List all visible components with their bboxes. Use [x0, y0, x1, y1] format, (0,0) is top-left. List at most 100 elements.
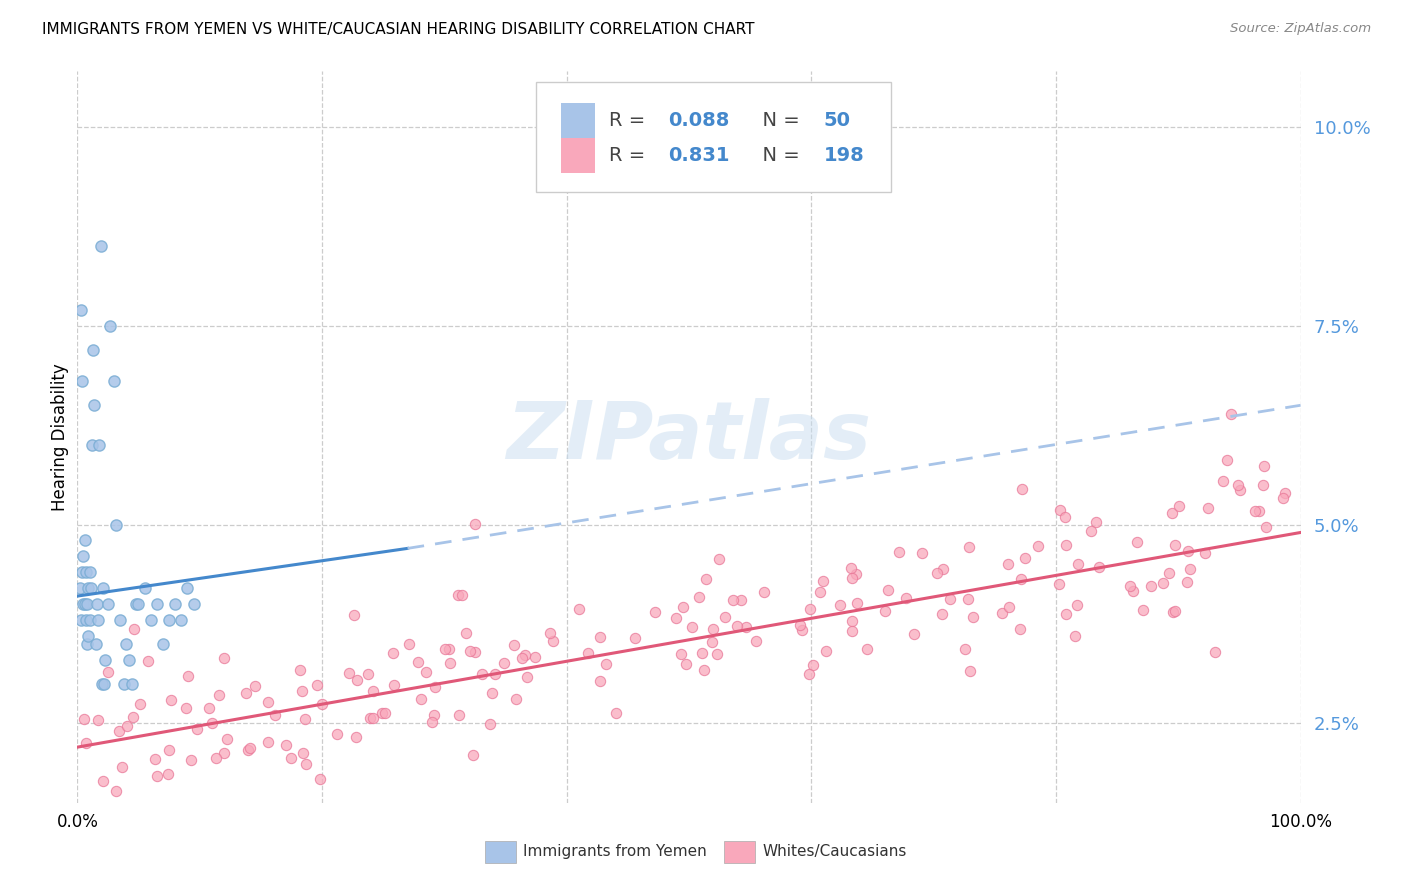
Point [1088, 560, 1111, 574]
Point [174, 700, 197, 714]
Point [1066, 598, 1088, 612]
Point [83, 398, 105, 412]
Point [735, 620, 758, 634]
Point [450, 588, 472, 602]
Text: 0.831: 0.831 [668, 146, 730, 165]
Point [1197, 501, 1219, 516]
Point [1049, 502, 1071, 516]
Point [236, 742, 259, 756]
Text: 50: 50 [824, 111, 851, 130]
Point [434, 641, 457, 656]
Text: Source: ZipAtlas.com: Source: ZipAtlas.com [1230, 22, 1371, 36]
Point [409, 692, 432, 706]
Point [374, 706, 396, 720]
Point [89, 438, 111, 452]
Point [810, 585, 832, 599]
Point [1219, 407, 1241, 421]
Point [730, 593, 752, 607]
Point [86, 597, 108, 611]
Point [624, 632, 647, 646]
Point [326, 727, 349, 741]
Point [702, 623, 724, 637]
Point [955, 641, 977, 656]
Point [1160, 506, 1182, 520]
Point [76, 597, 98, 611]
Point [103, 375, 125, 389]
Point [346, 673, 368, 688]
Point [121, 710, 143, 724]
Point [357, 667, 380, 681]
Point [458, 644, 481, 658]
Point [752, 585, 775, 599]
Point [90, 676, 112, 690]
Point [311, 697, 333, 711]
Point [1026, 539, 1049, 553]
Point [675, 657, 697, 671]
Point [589, 630, 612, 644]
Point [90, 239, 112, 253]
Point [129, 697, 152, 711]
Point [243, 679, 266, 693]
Point [157, 613, 180, 627]
Point [86, 713, 108, 727]
Point [681, 620, 703, 634]
Point [176, 581, 198, 595]
Point [1253, 478, 1275, 492]
Point [1212, 474, 1234, 488]
Point [515, 648, 537, 662]
Point [1054, 538, 1077, 552]
Point [672, 599, 695, 614]
Point [146, 597, 169, 611]
Point [456, 625, 478, 640]
Point [931, 607, 953, 622]
Point [828, 598, 851, 612]
Point [212, 746, 235, 760]
Point [789, 618, 811, 632]
Point [541, 634, 564, 648]
Point [959, 664, 981, 678]
Point [291, 684, 314, 698]
Point [799, 602, 821, 616]
Point [464, 645, 486, 659]
Point [160, 693, 183, 707]
Point [165, 597, 187, 611]
Point [595, 657, 617, 672]
Point [962, 610, 984, 624]
Point [471, 667, 494, 681]
Point [538, 625, 561, 640]
Point [127, 597, 149, 611]
Point [84, 637, 107, 651]
Point [1054, 607, 1077, 622]
Point [80, 438, 103, 452]
Point [997, 557, 1019, 571]
Point [524, 649, 547, 664]
Point [307, 678, 329, 692]
Point [91, 774, 114, 789]
Point [447, 588, 470, 602]
Point [79, 566, 101, 580]
Point [108, 724, 131, 739]
Point [990, 606, 1012, 620]
Point [125, 597, 148, 611]
Point [94, 653, 117, 667]
Point [1163, 605, 1185, 619]
Point [505, 691, 527, 706]
Point [143, 752, 166, 766]
Point [714, 610, 737, 624]
Point [1053, 509, 1076, 524]
Point [1274, 486, 1296, 500]
Point [801, 658, 824, 673]
Point [665, 611, 688, 625]
Point [516, 670, 538, 684]
Point [70, 613, 93, 627]
Point [198, 701, 221, 715]
Point [75, 613, 97, 627]
Point [186, 722, 208, 736]
Point [1126, 535, 1149, 549]
Point [183, 597, 205, 611]
Point [939, 591, 962, 606]
Point [361, 711, 384, 725]
Point [494, 656, 516, 670]
Text: N =: N = [751, 146, 806, 165]
Point [690, 646, 713, 660]
